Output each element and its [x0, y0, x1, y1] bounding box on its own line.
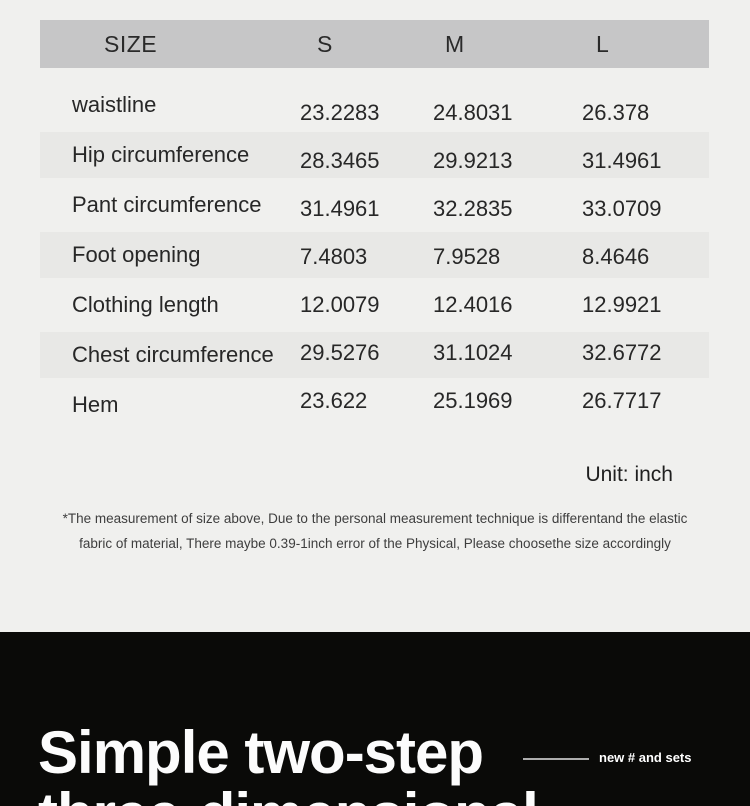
- unit-note: Unit: inch: [585, 463, 673, 486]
- row-value-l: 32.6772: [582, 340, 662, 365]
- row-value-s: 31.4961: [300, 196, 380, 221]
- row-value-m: 12.4016: [433, 292, 513, 317]
- table-row: Chest circumference 29.5276 31.1024 32.6…: [40, 330, 709, 380]
- table-row: Hem 23.622 25.1969 26.7717: [40, 380, 709, 430]
- row-value-s: 7.4803: [300, 244, 368, 269]
- row-value-m: 29.9213: [433, 148, 513, 173]
- row-label: Pant circumference: [72, 192, 262, 217]
- row-label: Foot opening: [72, 242, 201, 267]
- header-column-s: S: [317, 30, 333, 57]
- row-value-s: 29.5276: [300, 340, 380, 365]
- row-value-l: 31.4961: [582, 148, 662, 173]
- row-value-l: 12.9921: [582, 292, 662, 317]
- row-value-s: 28.3465: [300, 148, 380, 173]
- size-table-header: SIZE S M L: [40, 20, 709, 68]
- row-label: Clothing length: [72, 292, 219, 317]
- hero-heading-line-2: three-dimensional: [38, 784, 539, 806]
- header-size-label: SIZE: [104, 30, 158, 57]
- disclaimer-line-1: *The measurement of size above, Due to t…: [62, 511, 688, 526]
- connector-line: [523, 758, 589, 760]
- row-label: Chest circumference: [72, 342, 274, 367]
- row-value-s: 23.2283: [300, 100, 380, 125]
- size-table-body: waistline 23.2283 24.8031 26.378 Hip cir…: [40, 80, 709, 430]
- row-value-m: 7.9528: [433, 244, 501, 269]
- row-label: Hip circumference: [72, 142, 250, 167]
- row-value-l: 26.7717: [582, 388, 662, 413]
- table-row: Pant circumference 31.4961 32.2835 33.07…: [40, 180, 709, 230]
- row-label: Hem: [72, 392, 119, 417]
- table-row: Hip circumference 28.3465 29.9213 31.496…: [40, 130, 709, 180]
- measurement-disclaimer: *The measurement of size above, Due to t…: [0, 506, 750, 556]
- row-value-m: 24.8031: [433, 100, 513, 125]
- hero-heading: Simple two-step three-dimensional: [38, 719, 539, 806]
- row-value-s: 23.622: [300, 388, 368, 413]
- table-row: waistline 23.2283 24.8031 26.378: [40, 80, 709, 130]
- row-value-m: 25.1969: [433, 388, 513, 413]
- row-value-m: 31.1024: [433, 340, 513, 365]
- table-row: Foot opening 7.4803 7.9528 8.4646: [40, 230, 709, 280]
- row-label: waistline: [72, 92, 157, 117]
- row-value-l: 33.0709: [582, 196, 662, 221]
- row-value-l: 26.378: [582, 100, 650, 125]
- hero-banner: Simple two-step three-dimensional new # …: [0, 632, 750, 806]
- size-table: SIZE S M L waistline 23.2283 24.8031 26.…: [40, 20, 709, 430]
- hero-heading-line-1: Simple two-step: [38, 719, 484, 786]
- disclaimer-line-2: fabric of material, There maybe 0.39-1in…: [79, 536, 671, 551]
- table-row: Clothing length 12.0079 12.4016 12.9921: [40, 280, 709, 330]
- hero-tag: new # and sets: [599, 750, 692, 765]
- header-column-l: L: [596, 30, 609, 57]
- row-value-l: 8.4646: [582, 244, 650, 269]
- header-column-m: M: [445, 30, 465, 57]
- row-value-s: 12.0079: [300, 292, 380, 317]
- row-value-m: 32.2835: [433, 196, 513, 221]
